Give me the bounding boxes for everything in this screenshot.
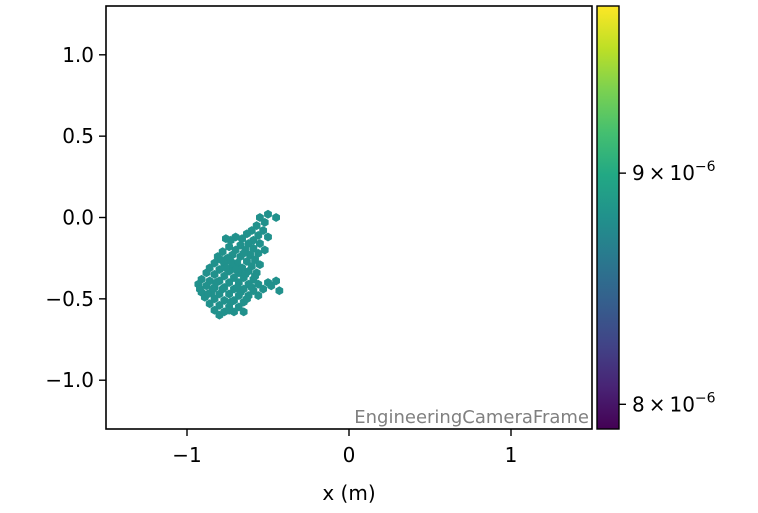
data-point	[196, 284, 204, 294]
data-point	[225, 305, 234, 315]
frame-annotation: EngineeringCameraFrame	[354, 407, 589, 428]
data-point	[264, 209, 272, 219]
x-tick-label: 1	[505, 443, 518, 467]
data-point	[202, 268, 211, 278]
data-point	[264, 232, 272, 242]
data-point	[218, 284, 227, 294]
data-point	[259, 284, 268, 294]
data-point	[217, 255, 225, 265]
data-point	[254, 230, 263, 240]
data-point	[210, 305, 219, 315]
data-point	[205, 299, 214, 309]
data-point	[230, 273, 238, 283]
data-point	[260, 217, 269, 227]
data-point	[236, 240, 245, 250]
data-point	[220, 295, 229, 305]
y-tick-label: 0.0	[62, 206, 94, 230]
data-point	[225, 278, 234, 288]
data-point	[221, 263, 230, 273]
data-point	[226, 256, 235, 266]
colorbar-ticks: 8 × 10−6 9 × 10−6	[619, 159, 716, 416]
data-point	[247, 282, 256, 292]
data-point	[256, 239, 264, 249]
data-point	[241, 269, 250, 279]
data-point	[226, 297, 235, 307]
data-point	[243, 294, 251, 304]
scatter-points	[194, 209, 284, 320]
data-point	[202, 281, 211, 291]
y-axis: 1.0 0.5 0.0 −0.5 −1.0	[45, 43, 106, 392]
data-point	[259, 226, 268, 236]
y-tick-label: 0.5	[62, 124, 94, 148]
data-point	[243, 229, 251, 239]
data-point	[209, 284, 217, 294]
x-tick-label: −1	[172, 443, 201, 467]
data-point	[256, 260, 264, 270]
data-point	[225, 289, 234, 299]
y-tick-label: 1.0	[62, 43, 94, 67]
data-point	[225, 242, 234, 252]
colorbar	[596, 5, 620, 430]
data-point	[210, 269, 219, 279]
data-point	[254, 291, 263, 301]
data-point	[221, 234, 230, 244]
colorbar-tick-label: 9 × 10−6	[632, 159, 716, 185]
data-point	[260, 245, 269, 255]
data-point	[272, 213, 280, 222]
data-point	[212, 278, 221, 288]
data-point	[215, 310, 224, 320]
data-point	[215, 300, 224, 310]
data-point	[239, 248, 248, 258]
data-point	[267, 281, 276, 291]
data-point	[220, 271, 229, 281]
plot-frame	[105, 5, 593, 430]
data-point	[218, 247, 227, 257]
x-axis-title: x (m)	[322, 481, 375, 505]
data-point	[251, 271, 259, 281]
y-tick-label: −0.5	[45, 287, 94, 311]
data-point	[272, 276, 280, 286]
y-tick-label: −1.0	[45, 368, 94, 392]
data-point	[256, 213, 264, 222]
x-tick-label: 0	[343, 443, 356, 467]
data-point	[239, 307, 248, 317]
data-point	[231, 265, 240, 275]
data-point	[243, 256, 251, 266]
data-point	[275, 286, 284, 296]
data-point	[204, 289, 212, 299]
x-axis: −1 0 1	[172, 429, 517, 467]
data-point	[234, 302, 243, 312]
data-point	[233, 282, 242, 292]
colorbar-tick-label: 8 × 10−6	[632, 390, 716, 416]
data-point	[252, 221, 261, 231]
data-point	[254, 279, 263, 289]
